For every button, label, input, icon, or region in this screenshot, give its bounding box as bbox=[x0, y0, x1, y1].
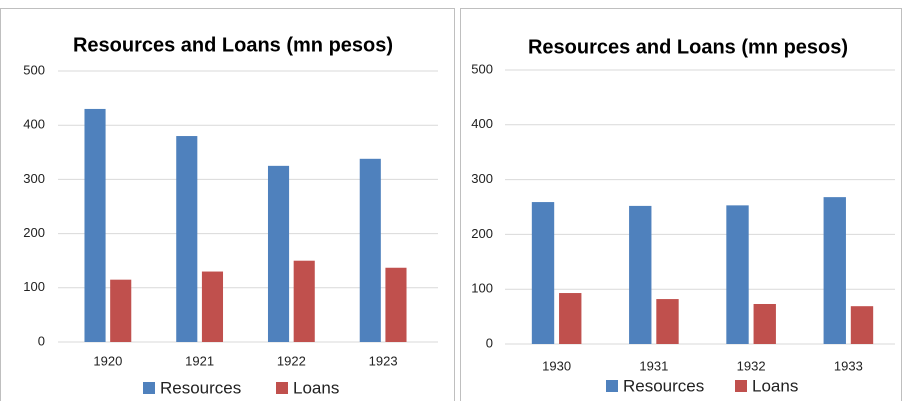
bar bbox=[726, 205, 749, 344]
bar bbox=[176, 136, 198, 342]
legend-swatch bbox=[276, 382, 288, 394]
legend-swatch bbox=[143, 382, 155, 394]
panel-border bbox=[460, 8, 902, 401]
legend-label: Resources bbox=[623, 376, 704, 395]
y-tick-label: 500 bbox=[471, 61, 493, 76]
y-tick-label: 0 bbox=[38, 333, 45, 348]
chart-title: Resources and Loans (mn pesos) bbox=[528, 36, 848, 58]
y-tick-label: 300 bbox=[471, 171, 493, 186]
bar bbox=[267, 165, 290, 342]
y-tick-label: 300 bbox=[23, 171, 45, 186]
y-tick-label: 400 bbox=[471, 116, 493, 131]
y-tick-label: 200 bbox=[471, 226, 493, 241]
x-tick-label: 1921 bbox=[185, 353, 214, 368]
bar bbox=[823, 197, 846, 344]
y-tick-label: 400 bbox=[23, 117, 45, 132]
x-tick-label: 1920 bbox=[93, 353, 122, 368]
bar bbox=[84, 108, 106, 342]
x-tick-label: 1932 bbox=[737, 358, 766, 373]
bar bbox=[110, 279, 132, 342]
bar bbox=[629, 205, 652, 344]
bar bbox=[359, 158, 381, 342]
legend-label: Resources bbox=[160, 378, 241, 397]
x-tick-label: 1923 bbox=[369, 353, 398, 368]
legend-label: Loans bbox=[293, 378, 339, 397]
legend-label: Loans bbox=[752, 376, 798, 395]
chart-title: Resources and Loans (mn pesos) bbox=[73, 34, 393, 56]
panel-border bbox=[0, 8, 455, 401]
bar bbox=[850, 306, 874, 344]
y-tick-label: 200 bbox=[23, 225, 45, 240]
legend-swatch bbox=[735, 380, 747, 392]
legend-swatch bbox=[606, 380, 618, 392]
y-tick-label: 100 bbox=[23, 279, 45, 294]
y-tick-label: 100 bbox=[471, 281, 493, 296]
x-tick-label: 1931 bbox=[639, 358, 668, 373]
x-tick-label: 1922 bbox=[277, 353, 306, 368]
bar bbox=[656, 299, 679, 344]
bar bbox=[531, 202, 555, 344]
x-tick-label: 1933 bbox=[834, 358, 863, 373]
y-tick-label: 0 bbox=[486, 335, 493, 350]
bar bbox=[385, 267, 407, 342]
x-tick-label: 1930 bbox=[542, 358, 571, 373]
bar bbox=[201, 271, 224, 342]
bar bbox=[293, 260, 315, 342]
bar bbox=[753, 303, 776, 344]
y-tick-label: 500 bbox=[23, 62, 45, 77]
bar bbox=[559, 293, 582, 344]
